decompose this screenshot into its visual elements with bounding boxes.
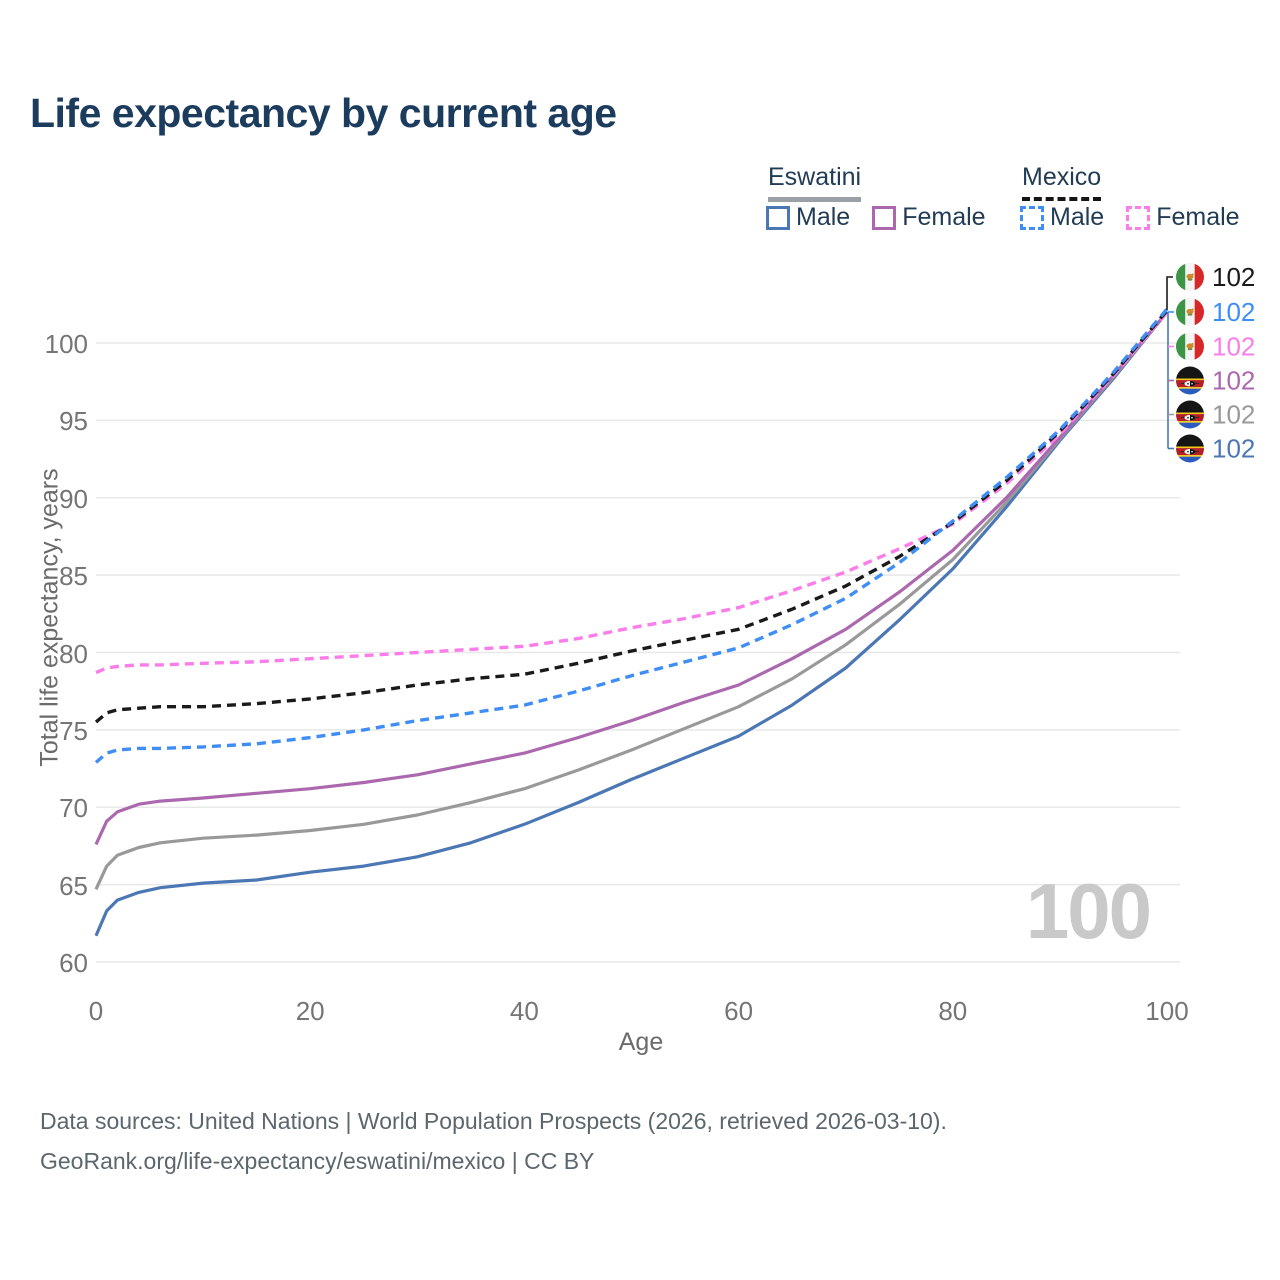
eswatini-flag-icon <box>1176 366 1204 395</box>
x-tick-label: 20 <box>295 996 325 1026</box>
label-connector <box>1166 276 1173 311</box>
data-source-line: Data sources: United Nations | World Pop… <box>40 1108 947 1134</box>
legend-item-eswatini-female[interactable]: Female <box>872 203 986 232</box>
end-value-label-eswatini-total: 102 <box>1212 400 1255 430</box>
eswatini-flag-icon <box>1176 434 1204 463</box>
series-line-mexico-female <box>95 311 1169 675</box>
attribution-link: GeoRank.org/life-expectancy/eswatini/mex… <box>40 1148 595 1174</box>
x-tick-label: 0 <box>88 996 104 1026</box>
series-line-eswatini-male <box>94 311 1169 937</box>
legend-label: Male <box>1050 203 1105 231</box>
x-tick-label: 100 <box>1145 996 1189 1026</box>
y-tick-label: 60 <box>59 948 88 978</box>
y-tick-label: 70 <box>59 793 88 824</box>
mexico-flag-icon <box>1176 332 1204 361</box>
y-axis-title: Total life expectancy, years <box>35 468 64 767</box>
y-tick-label: 75 <box>59 715 88 746</box>
legend-label: Female <box>902 203 986 231</box>
legend-label: Female <box>1156 203 1240 231</box>
series-line-eswatini-total <box>94 311 1169 890</box>
end-value-label-mexico-male: 102 <box>1212 297 1255 327</box>
mexico-flag-icon <box>1176 298 1204 326</box>
series-line-mexico-male <box>94 307 1169 764</box>
page-title: Life expectancy by current age <box>30 90 617 136</box>
legend-item-mexico-male[interactable]: Male <box>1020 203 1104 232</box>
end-value-label-mexico-female: 102 <box>1212 332 1255 362</box>
y-tick-label: 90 <box>59 483 88 514</box>
eswatini-male-swatch-icon[interactable] <box>766 205 790 230</box>
eswatini-female-swatch-icon[interactable] <box>872 205 897 230</box>
mexico-female-swatch-icon[interactable] <box>1126 205 1151 230</box>
age-counter-watermark: 100 <box>1025 867 1152 955</box>
y-tick-label: 95 <box>59 406 88 437</box>
series-line-mexico-total <box>94 309 1169 724</box>
x-tick-label: 40 <box>509 996 539 1026</box>
y-tick-label: 80 <box>59 638 88 669</box>
y-tick-label: 65 <box>59 870 88 901</box>
mexico-male-swatch-icon[interactable] <box>1020 205 1044 230</box>
legend-item-mexico-female[interactable]: Female <box>1126 203 1240 232</box>
x-tick-label: 60 <box>724 996 754 1026</box>
line-chart: 102 102 102 102 102 102 <box>94 262 1255 963</box>
legend-group-mexico: Mexico <box>1022 163 1102 201</box>
y-tick-label: 85 <box>59 561 88 592</box>
legend-group-eswatini: Eswatini <box>768 163 862 202</box>
series-line-eswatini-female <box>94 311 1169 846</box>
legend-title-mexico: Mexico <box>1022 163 1102 201</box>
legend-items-eswatini: Male Female <box>766 203 986 232</box>
legend-item-eswatini-male[interactable]: Male <box>766 203 850 232</box>
legend-items-mexico: Male Female <box>1020 203 1240 232</box>
end-value-label-eswatini-female: 102 <box>1212 366 1255 396</box>
legend-title-eswatini: Eswatini <box>768 163 862 202</box>
mexico-flag-icon <box>1176 263 1204 291</box>
legend-label: Male <box>796 203 851 231</box>
y-tick-label: 100 <box>44 329 88 359</box>
end-value-label-eswatini-male: 102 <box>1212 434 1255 464</box>
x-tick-label: 80 <box>938 996 968 1026</box>
eswatini-flag-icon <box>1176 400 1204 429</box>
end-value-label-mexico-total: 102 <box>1212 262 1255 292</box>
x-axis-title: Age <box>618 1028 664 1056</box>
